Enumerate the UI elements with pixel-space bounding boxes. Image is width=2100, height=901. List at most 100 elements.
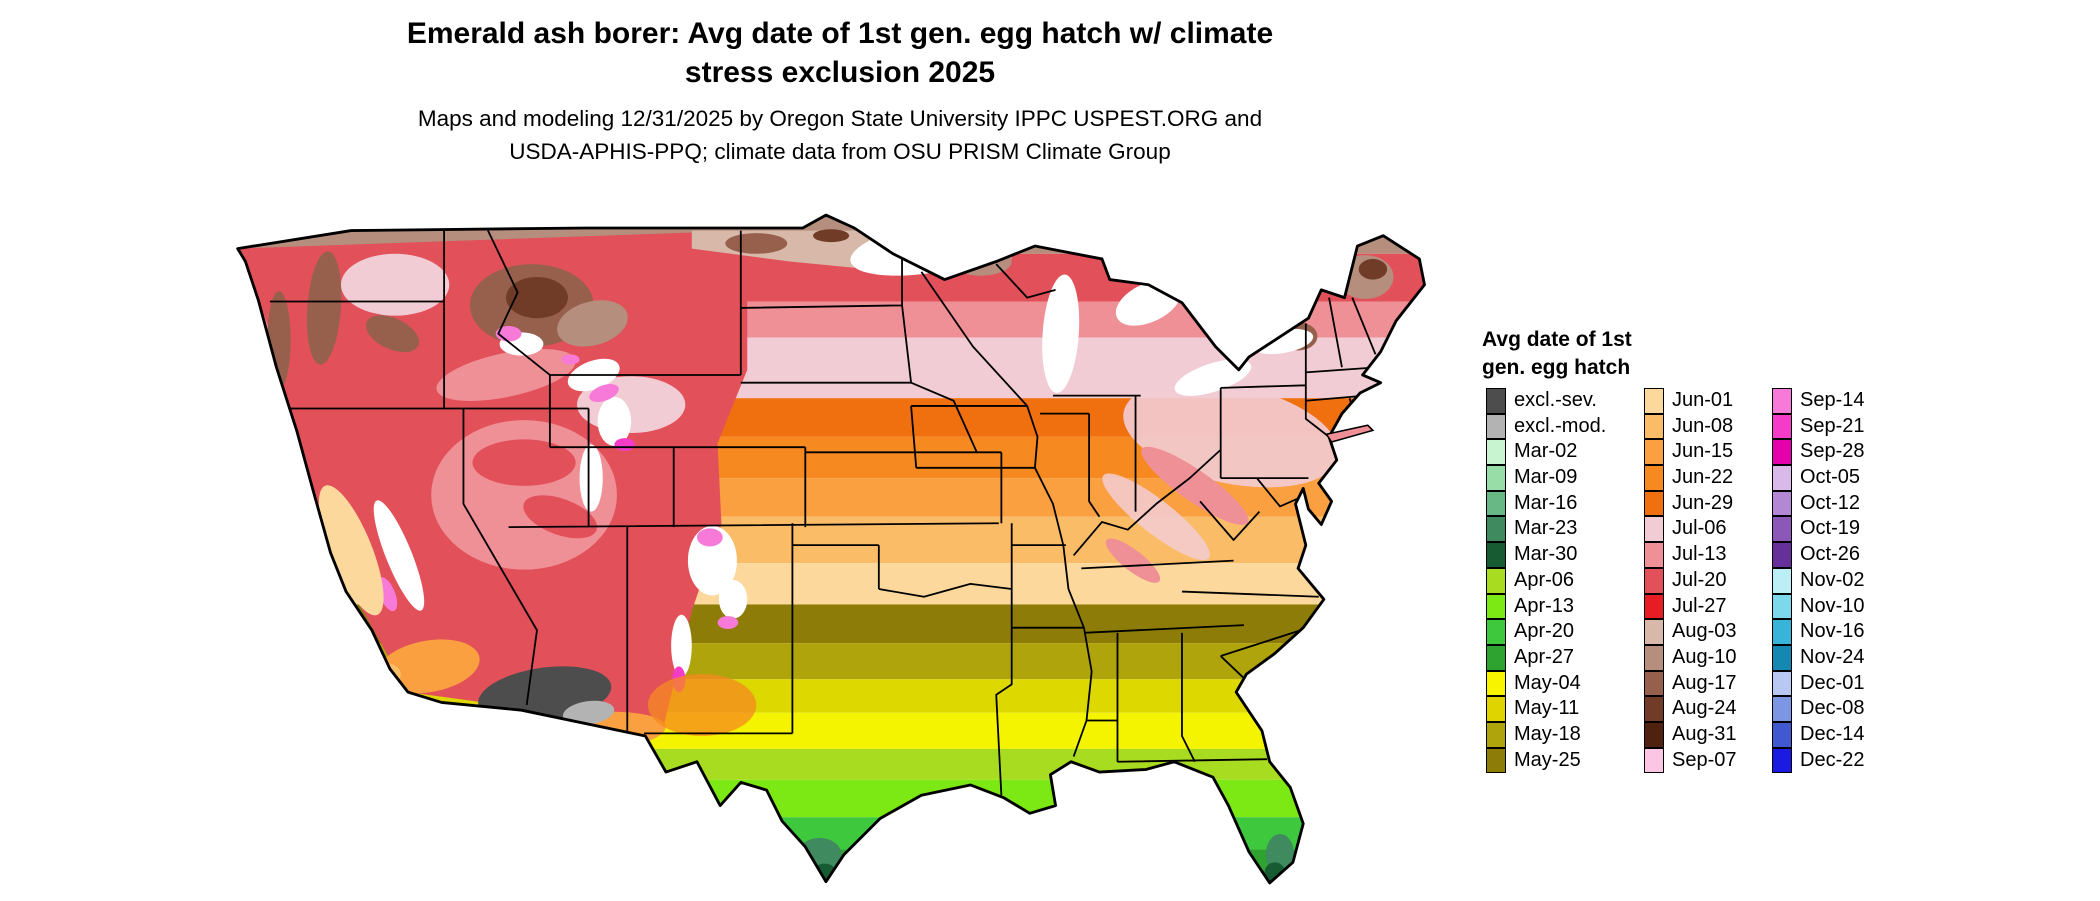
legend-label: Oct-05 — [1800, 466, 1861, 489]
legend-swatch — [1772, 388, 1792, 414]
legend-swatch — [1486, 413, 1506, 440]
legend-label: excl.-sev. — [1514, 389, 1597, 411]
appalachians-pink-patch — [1102, 473, 1211, 561]
legend-label: Nov-16 — [1800, 620, 1865, 643]
legend-item: Oct-26 — [1772, 542, 1912, 568]
state-borders — [269, 230, 1379, 796]
legend-item: Sep-21 — [1772, 413, 1912, 440]
legend-swatch — [1772, 542, 1792, 568]
legend-title: Avg date of 1st gen. egg hatch — [1482, 326, 1632, 382]
legend-label: Sep-14 — [1800, 389, 1865, 411]
us-map-svg — [236, 213, 1426, 885]
legend-swatch — [1772, 670, 1792, 697]
legend-swatch — [1644, 644, 1664, 671]
legend-swatch — [1772, 619, 1792, 645]
title-line-2: stress exclusion 2025 — [684, 56, 996, 89]
legend-swatch — [1644, 413, 1664, 440]
legend-item: Nov-02 — [1772, 567, 1912, 594]
legend-item: Oct-19 — [1772, 516, 1912, 543]
legend-label: Aug-03 — [1672, 620, 1737, 643]
magenta-patch-3 — [614, 438, 636, 452]
legend-item: Mar-30 — [1486, 542, 1644, 568]
legend-swatch — [1486, 619, 1506, 645]
legend-item: Jul-13 — [1644, 542, 1772, 568]
legend-item: May-25 — [1486, 747, 1644, 774]
legend-label: Mar-30 — [1514, 543, 1578, 566]
legend-item: Aug-03 — [1644, 619, 1772, 645]
legend-label: Jun-01 — [1672, 389, 1734, 411]
legend-label: Oct-26 — [1800, 543, 1861, 566]
legend-label: Jun-29 — [1672, 491, 1734, 514]
legend-item: Jun-08 — [1644, 413, 1772, 440]
legend-swatch — [1772, 721, 1792, 748]
magenta-patch-2 — [589, 384, 619, 403]
legend-column-3: Sep-14 Sep-21 Sep-28 Oct-05 Oct-12 Oct-19 Oct-… — [1772, 388, 1912, 774]
legend-item: Mar-23 — [1486, 516, 1644, 543]
legend-swatch — [1486, 490, 1506, 517]
legend-swatch — [1486, 516, 1506, 543]
legend-swatch — [1772, 439, 1792, 466]
maine-dark-brown-patch — [1358, 258, 1388, 280]
legend-label: May-04 — [1514, 671, 1581, 694]
legend-label: Sep-21 — [1800, 414, 1865, 437]
legend-item: May-04 — [1486, 670, 1644, 697]
page-title: Emerald ash borer: Avg date of 1st gen. … — [140, 14, 1540, 92]
us-map-figure — [199, 179, 1489, 901]
legend-label: Aug-10 — [1672, 645, 1737, 668]
legend-swatch — [1644, 619, 1664, 645]
legend-label: Jun-15 — [1672, 440, 1734, 463]
new-mexico-mountain-snow-patch — [671, 614, 692, 677]
legend-swatch — [1772, 696, 1792, 722]
legend-label: Jul-13 — [1672, 543, 1727, 566]
legend-swatch — [1486, 644, 1506, 671]
legend-item: Jun-01 — [1644, 388, 1772, 414]
legend-swatch — [1644, 388, 1664, 414]
legend-item: Sep-07 — [1644, 747, 1772, 774]
legend-item: Jul-06 — [1644, 516, 1772, 543]
legend-item: Oct-05 — [1772, 465, 1912, 491]
legend-label: Jun-22 — [1672, 466, 1734, 489]
legend-item: Apr-06 — [1486, 567, 1644, 594]
legend-label: Jul-27 — [1672, 594, 1727, 617]
legend-item: Jun-29 — [1644, 490, 1772, 517]
map-band-May-11 — [237, 679, 1425, 713]
subtitle-line-2: USDA-APHIS-PPQ; climate data from OSU PR… — [509, 139, 1171, 164]
legend-item: Dec-01 — [1772, 670, 1912, 697]
map-band-Apr-20 — [237, 817, 1425, 850]
legend-swatch — [1486, 670, 1506, 697]
legend-swatch — [1772, 747, 1792, 774]
great-basin-red-patch — [472, 439, 576, 486]
subtitle-line-1: Maps and modeling 12/31/2025 by Oregon S… — [417, 106, 1263, 131]
legend-item: Jun-15 — [1644, 439, 1772, 466]
legend-label: Mar-23 — [1514, 517, 1578, 540]
legend-swatch — [1772, 490, 1792, 517]
legend-label: Dec-22 — [1800, 748, 1865, 771]
smokies-patch — [1105, 538, 1161, 583]
legend-item: Jul-20 — [1644, 567, 1772, 594]
legend-swatch — [1644, 567, 1664, 594]
legend-swatch — [1772, 644, 1792, 671]
legend-label: Nov-02 — [1800, 568, 1865, 591]
long-island — [1325, 424, 1375, 443]
legend-swatch — [1486, 593, 1506, 620]
us-outline — [236, 213, 1426, 885]
legend-item: Oct-12 — [1772, 490, 1912, 517]
legend-label: May-18 — [1514, 722, 1581, 745]
legend-column-2: Jun-01 Jun-08 Jun-15 Jun-22 Jun-29 Jul-06 Jul-… — [1644, 388, 1772, 774]
wasatch-snow-patch — [579, 444, 603, 512]
legend-swatch — [1486, 439, 1506, 466]
california-central-valley-patch — [318, 485, 384, 616]
legend-label: Nov-10 — [1800, 594, 1865, 617]
legend-item: Aug-31 — [1644, 721, 1772, 748]
legend-item: Apr-27 — [1486, 644, 1644, 671]
legend-item: Nov-24 — [1772, 644, 1912, 671]
legend-swatch — [1486, 542, 1506, 568]
legend-label: Mar-16 — [1514, 491, 1578, 514]
legend-swatch — [1486, 721, 1506, 748]
legend-label: Aug-24 — [1672, 697, 1737, 720]
legend-item: Mar-02 — [1486, 439, 1644, 466]
legend-label: Jun-08 — [1672, 414, 1734, 437]
legend-swatch — [1486, 567, 1506, 594]
new-mexico-south-patch — [647, 674, 757, 736]
legend-label: May-11 — [1514, 697, 1580, 720]
